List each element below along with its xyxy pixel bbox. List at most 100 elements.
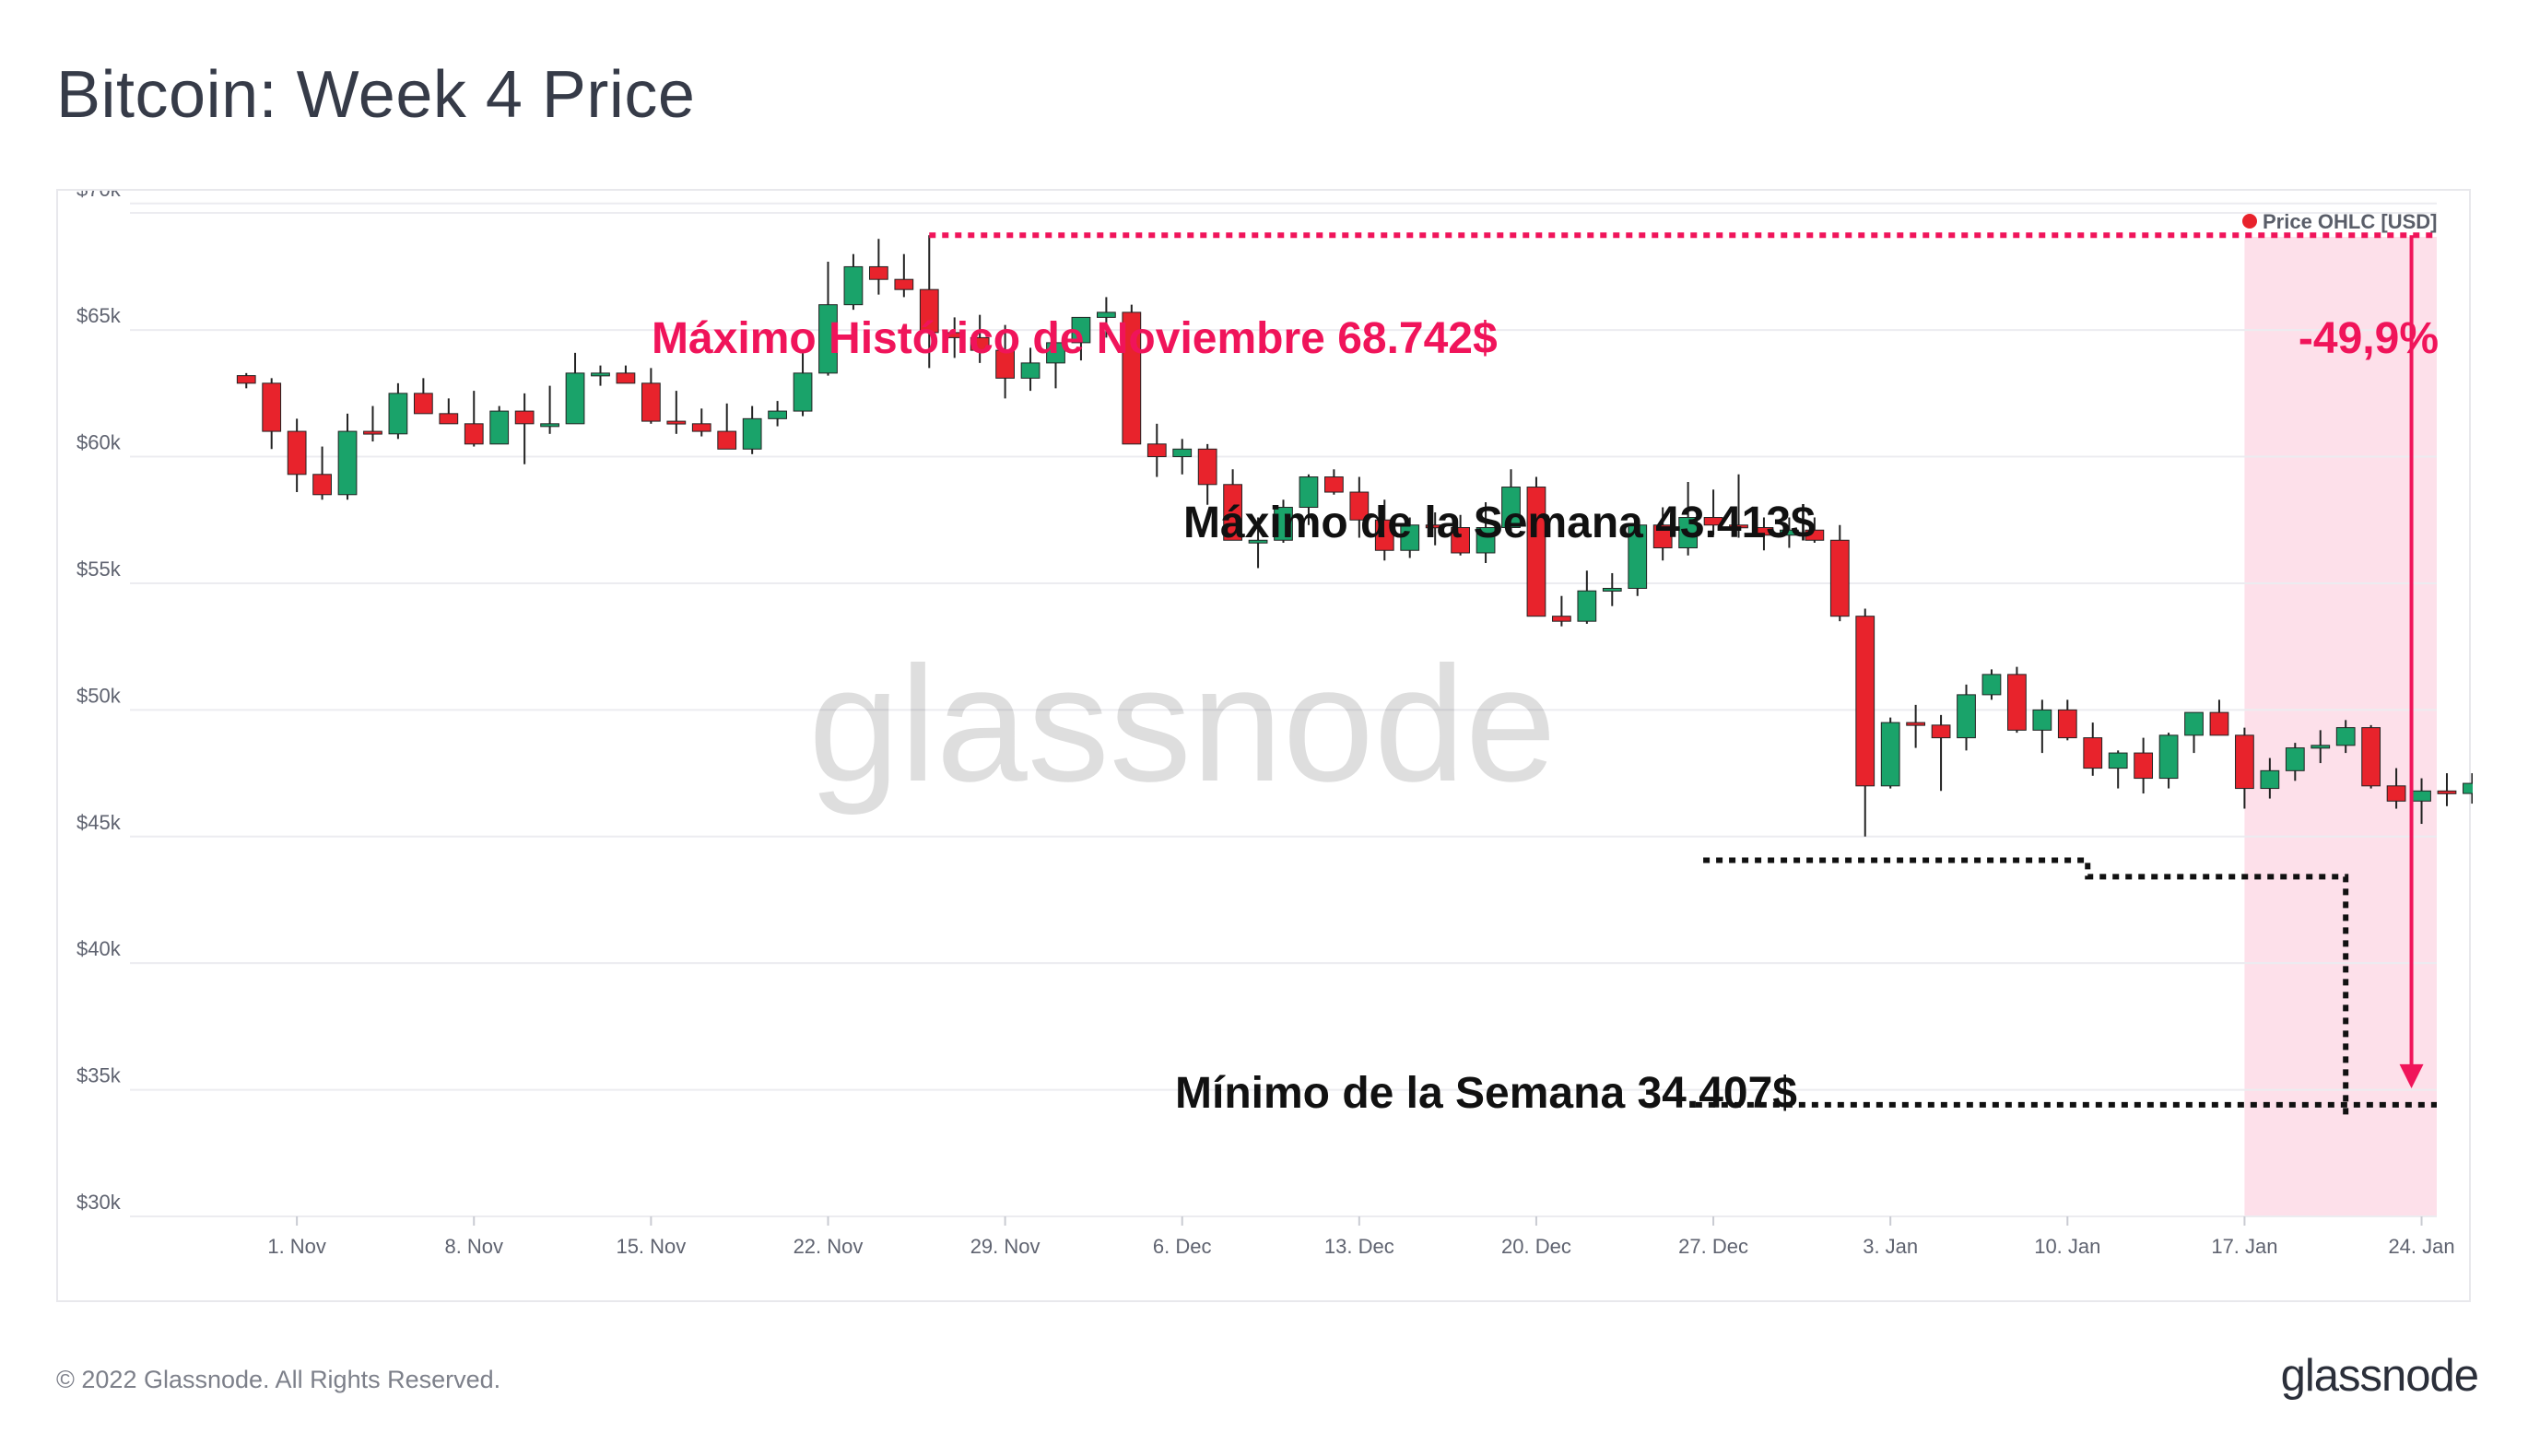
candle-body [666, 420, 687, 425]
candle-body [1652, 524, 1673, 548]
candle-body [439, 413, 459, 425]
candle [1729, 474, 1748, 538]
candle [591, 365, 610, 386]
x-tick-label: 1. Nov [267, 1235, 326, 1258]
candle [1046, 322, 1065, 389]
candle [2335, 720, 2356, 754]
candle-body [312, 474, 332, 496]
candle-body [1526, 487, 1546, 617]
candle [363, 405, 382, 442]
candle-body [565, 372, 585, 425]
candle [2184, 711, 2204, 754]
highlight-band [2244, 237, 2437, 1216]
candle-body [1274, 507, 1293, 541]
candle [793, 350, 813, 417]
legend-label: Price OHLC [USD] [2263, 210, 2437, 233]
candle [2057, 699, 2077, 741]
candle [388, 382, 408, 440]
candle [768, 401, 787, 427]
candle-body [616, 372, 636, 384]
candle-body [1400, 524, 1420, 551]
x-tick-label: 22. Nov [794, 1235, 864, 1258]
candle [1223, 469, 1242, 541]
candle-body [995, 349, 1015, 379]
y-tick-label: $50k [76, 684, 122, 707]
candle-body [413, 393, 433, 415]
annotations: Máximo Histórico de Noviembre 68.742$ -4… [652, 232, 2439, 1118]
candle-body [2335, 727, 2356, 746]
chart-container: glassnode $30k $35k $40k $45k $50k $55k $60k $6… [56, 189, 2473, 1302]
candle-body [1906, 722, 1926, 726]
candle [413, 378, 433, 415]
candle-body [2083, 737, 2103, 769]
candle [1476, 502, 1496, 563]
candle-body [691, 423, 711, 432]
chart-title: Bitcoin: Week 4 Price [56, 58, 696, 132]
x-tick-label: 27. Dec [1678, 1235, 1748, 1258]
candle-body [1552, 616, 1571, 622]
candle-body [768, 410, 787, 419]
candle [2310, 730, 2331, 764]
legend[interactable]: Price OHLC [USD] [2242, 210, 2437, 233]
candle [1931, 714, 1951, 792]
candle [464, 391, 484, 447]
candle [1146, 423, 1167, 477]
candle [2158, 733, 2179, 789]
candle [1577, 570, 1597, 624]
drop-arrowhead-icon [2399, 1063, 2424, 1089]
candle-body [514, 410, 535, 425]
candle-body [2260, 769, 2280, 790]
candle-body [1020, 362, 1041, 379]
candle-body [1931, 724, 1951, 739]
candle-body [464, 423, 484, 445]
candle [1374, 499, 1394, 561]
candle [1425, 512, 1445, 546]
candle [894, 253, 914, 298]
candle-body [337, 430, 358, 496]
candle [2134, 737, 2154, 794]
candle [2209, 699, 2229, 736]
x-tick-label: 20. Dec [1501, 1235, 1571, 1258]
candle-body [287, 430, 307, 476]
candle-body [2057, 709, 2077, 739]
candle [919, 235, 939, 369]
candle-body [1678, 517, 1699, 548]
candle [843, 253, 864, 311]
candle-body [843, 265, 864, 306]
week-high-label: Máximo de la Semana 43.413$ [1183, 499, 1816, 547]
candle [1451, 514, 1470, 556]
x-tick-label: 8. Nov [444, 1235, 503, 1258]
x-tick-label: 3. Jan [1863, 1235, 1918, 1258]
candle [2235, 727, 2254, 809]
candle [1678, 482, 1699, 556]
y-tick-label: $65k [76, 304, 122, 327]
candle-body [742, 417, 762, 450]
candle [1172, 439, 1193, 475]
candle-body [2412, 790, 2431, 802]
candle-body [1451, 527, 1470, 554]
candle [1197, 443, 1217, 505]
candle-body [2032, 709, 2052, 731]
candle [1754, 517, 1774, 551]
candle [2361, 724, 2381, 789]
candle [868, 239, 888, 295]
x-tick-label: 15. Nov [616, 1235, 686, 1258]
candle [1957, 684, 1976, 751]
candle-body [1729, 524, 1748, 529]
candle [995, 324, 1015, 399]
candle-body [1577, 590, 1597, 622]
candle [565, 352, 585, 425]
candle-body [894, 278, 914, 290]
candle [489, 405, 510, 445]
candle [1349, 476, 1370, 538]
candle [514, 393, 535, 464]
candle [945, 317, 965, 358]
candle [236, 372, 256, 389]
glassnode-logo[interactable]: glassnode [2280, 1351, 2479, 1401]
candle [1526, 476, 1546, 617]
x-axis: 1. Nov 8. Nov 15. Nov 22. Nov 29. Nov 6. Dec 1… [267, 1216, 2455, 1258]
candle [1602, 572, 1622, 606]
candle-body [2108, 752, 2128, 769]
candle [337, 413, 358, 500]
candle [1122, 304, 1142, 445]
